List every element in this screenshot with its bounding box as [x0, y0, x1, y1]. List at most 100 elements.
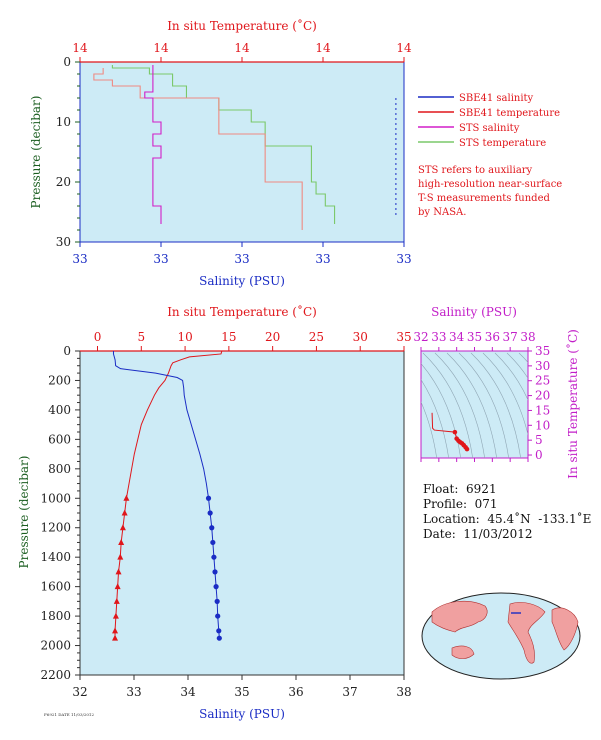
legend-label: SBE41 salinity [459, 93, 534, 104]
bottom-pressure-axis-title: Pressure (decibar) [17, 456, 31, 569]
temperature-marker [123, 494, 130, 501]
ts-density-contour [422, 352, 473, 458]
sts-note-line: STS refers to auxiliary [418, 165, 533, 176]
bottom-temperature-tick-label: 30 [353, 330, 368, 344]
salinity-marker [215, 613, 221, 619]
sts-note: STS refers to auxiliary high-resolution n… [418, 165, 562, 218]
temperature-marker [112, 634, 119, 641]
bottom-temperature-ticks: 0 5 10 15 20 25 30 35 [94, 330, 412, 351]
bottom-salinity-tick-label: 37 [342, 685, 357, 699]
temperature-marker [115, 568, 122, 575]
legend-label: SBE41 temperature [459, 108, 560, 119]
bottom-series-group [112, 351, 223, 641]
sts-temperature-line [111, 65, 336, 224]
temperature-marker [114, 583, 121, 590]
legend-label: STS temperature [459, 138, 546, 149]
ts-density-contour [421, 363, 461, 458]
world-map-land-asia [431, 600, 488, 633]
top-temperature-ticks: 14 14 14 14 14 [72, 41, 412, 62]
bottom-salinity-tick-label: 38 [396, 685, 411, 699]
bottom-pressure-tick-label: 800 [48, 462, 71, 476]
ts-density-contour [518, 352, 528, 363]
bottom-pressure-tick-label: 1000 [40, 491, 71, 505]
top-salinity-tick-label: 33 [153, 252, 168, 266]
bottom-salinity-tick-label: 32 [72, 685, 87, 699]
temperature-marker [121, 509, 128, 516]
salinity-marker [210, 539, 216, 546]
ts-salinity-tick-label: 35 [467, 330, 482, 344]
top-temperature-tick-label: 14 [72, 41, 88, 55]
salinity-marker [214, 598, 220, 604]
bottom-temperature-tick-label: 0 [94, 330, 102, 344]
bottom-pressure-tick-label: 2200 [40, 668, 71, 682]
sts-salinity-line [144, 65, 162, 224]
bottom-pressure-tick-label: 0 [63, 344, 71, 358]
temperature-profile-line [114, 351, 223, 639]
ts-density-contour [482, 352, 528, 436]
profile-number: Profile: 071 [423, 497, 498, 511]
ts-density-contour [421, 401, 437, 458]
top-salinity-tick-label: 33 [315, 252, 330, 266]
top-pressure-tick-label: 10 [56, 115, 71, 129]
bottom-pressure-ticks: 0 200 400 600 800 1000 1200 1400 1600 1800 2000 220… [40, 344, 80, 682]
ts-salinity-ticks: 32 33 34 35 36 37 38 [413, 330, 536, 462]
ts-density-contour [494, 352, 528, 401]
bottom-temperature-tick-label: 5 [137, 330, 145, 344]
salinity-marker [205, 495, 212, 501]
ts-salinity-tick-label: 36 [485, 330, 500, 344]
top-temperature-axis-title: In situ Temperature (˚C) [167, 18, 317, 33]
bottom-salinity-tick-label: 36 [288, 685, 303, 699]
bottom-temperature-tick-label: 20 [265, 330, 280, 344]
temperature-marker [113, 597, 120, 604]
top-series-group [93, 65, 397, 230]
bottom-salinity-ticks: 32 33 34 35 36 37 38 [72, 675, 412, 699]
ts-inset-area [420, 350, 529, 459]
footer-code: F6921 DATE 11/03/2012 [44, 712, 94, 717]
ts-temperature-tick-label: 25 [535, 374, 550, 388]
salinity-marker [212, 569, 218, 575]
ts-temperature-tick-label: 0 [535, 448, 543, 462]
top-temperature-tick-label: 14 [396, 41, 412, 55]
bottom-pressure-tick-label: 1600 [40, 580, 71, 594]
ts-density-contour [470, 352, 521, 458]
bottom-temperature-tick-label: 25 [309, 330, 324, 344]
ts-density-contour [506, 352, 528, 379]
profile-date: Date: 11/03/2012 [423, 527, 533, 541]
float-location: Location: 45.4˚N -133.1˚E [423, 512, 592, 526]
temperature-marker [118, 538, 125, 545]
temperature-marker [117, 553, 124, 560]
ts-salinity-tick-label: 34 [449, 330, 465, 344]
legend-label: STS salinity [459, 123, 520, 134]
ts-temperature-tick-label: 10 [535, 418, 550, 432]
ts-inset-ylabel: In situ Temperature (˚C) [565, 329, 580, 479]
world-map-land-americas [507, 602, 546, 664]
ts-point [464, 446, 470, 452]
bottom-pressure-tick-label: 2000 [40, 639, 71, 653]
top-salinity-ticks: 33 33 33 33 33 [72, 242, 412, 266]
ts-temperature-tick-label: 35 [535, 344, 550, 358]
top-pressure-tick-label: 20 [56, 175, 71, 189]
top-pressure-tick-label: 0 [63, 55, 71, 69]
bottom-salinity-axis-title: Salinity (PSU) [199, 707, 285, 721]
legend: SBE41 salinity SBE41 temperature STS salin… [418, 93, 560, 149]
salinity-marker [207, 510, 213, 516]
ts-temperature-tick-label: 5 [535, 433, 543, 447]
sts-note-line: high-resolution near-surface [418, 179, 562, 190]
top-salinity-tick-label: 33 [396, 252, 411, 266]
top-pressure-ticks: 0 10 20 30 [56, 55, 80, 249]
salinity-marker [209, 525, 215, 531]
bottom-temperature-axis-title: In situ Temperature (˚C) [167, 304, 317, 319]
bottom-pressure-tick-label: 200 [48, 373, 71, 387]
world-map-land-australia [451, 645, 475, 659]
ts-temperature-tick-label: 15 [535, 403, 550, 417]
ts-salinity-tick-label: 33 [431, 330, 446, 344]
top-temperature-tick-label: 14 [315, 41, 331, 55]
top-plot-area [79, 61, 405, 243]
top-salinity-tick-label: 33 [234, 252, 249, 266]
ts-density-contour [434, 352, 485, 458]
ts-salinity-tick-label: 32 [413, 330, 428, 344]
bottom-pressure-tick-label: 400 [48, 403, 71, 417]
salinity-marker [216, 628, 222, 634]
